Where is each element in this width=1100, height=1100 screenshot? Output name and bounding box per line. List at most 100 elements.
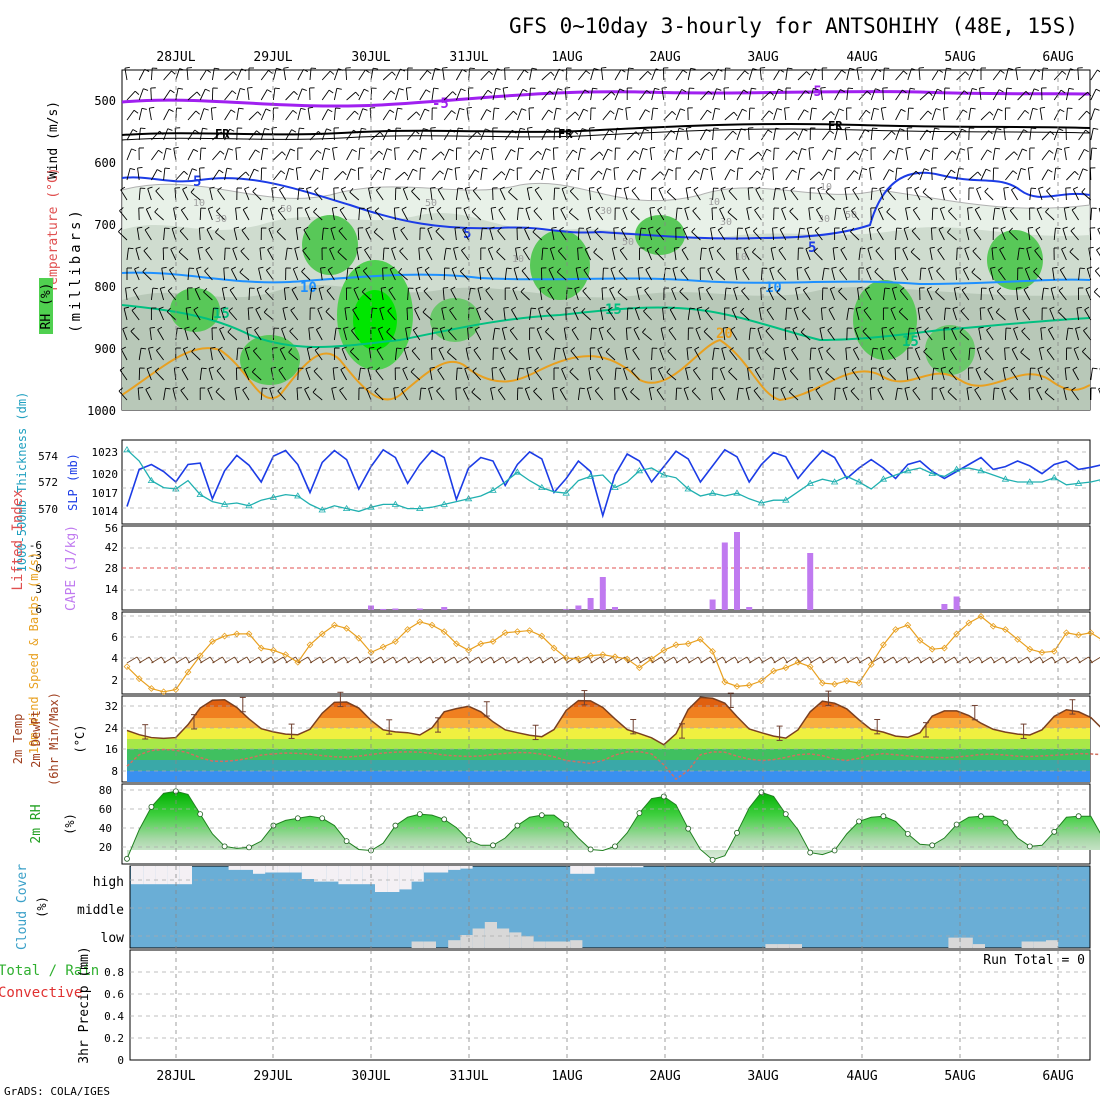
wind-barb <box>1097 229 1100 235</box>
wind-barb-flag <box>379 306 385 309</box>
wind-barb <box>577 388 581 401</box>
wind-barb <box>598 328 604 341</box>
wind-barb-flag <box>154 367 160 372</box>
wind-barb-flag <box>740 128 746 131</box>
wind-barb-flag <box>215 387 220 392</box>
thickness-marker <box>196 490 204 497</box>
wind-barb <box>187 268 190 281</box>
wind-barb-flag <box>683 226 689 230</box>
wind-barb <box>898 311 909 321</box>
wind-barb <box>496 251 506 261</box>
wind-barb-flag <box>376 186 381 191</box>
wind-barb-flag <box>636 286 642 289</box>
wind-barb-flag <box>293 91 298 96</box>
wind-barb-flag <box>450 286 456 290</box>
rh-moist-blob <box>170 288 220 332</box>
wind-barb <box>571 329 579 341</box>
wind-barb-flag <box>539 286 545 289</box>
wind-barb <box>807 388 811 401</box>
wind-barb <box>590 88 593 101</box>
wind-barb-10m <box>773 656 784 664</box>
wind-barb-flag <box>314 346 320 351</box>
wind-barb-flag <box>680 267 686 271</box>
contour-label: 30 <box>818 214 830 225</box>
wind-barb <box>346 149 353 161</box>
wind-barb-flag <box>218 169 224 174</box>
wind-barb-flag <box>1057 307 1062 312</box>
wind-barb-flag <box>582 287 587 292</box>
wind-barb-flag <box>1048 150 1054 154</box>
wind-barb-flag <box>339 386 344 391</box>
wind-barb <box>541 248 544 261</box>
wind-barb <box>511 309 518 321</box>
wind-barb-flag <box>137 226 143 229</box>
wind-barb <box>146 368 152 381</box>
wind-barb-flag <box>1095 88 1100 92</box>
wind-barb-flag <box>951 326 957 330</box>
wind-barb <box>402 188 409 201</box>
wind-barb <box>516 128 521 141</box>
wind-barb <box>834 208 837 221</box>
wind-barb-flag <box>205 246 211 251</box>
wind-barb-flag <box>1006 87 1012 90</box>
wind-barb-flag <box>753 387 759 391</box>
wind-barb-flag <box>818 346 824 350</box>
rh-marker <box>538 812 545 819</box>
wind-barb <box>196 268 201 281</box>
wind-barb-flag <box>838 108 844 112</box>
wind-barb-flag <box>202 127 208 130</box>
wind-barb <box>349 351 360 361</box>
wind-barb-flag <box>461 69 467 73</box>
wind-barb-flag <box>459 107 465 111</box>
wind-barb-flag <box>508 347 513 352</box>
wind-barb-10m <box>748 656 760 664</box>
wind-barb <box>244 348 250 361</box>
wind-barb <box>919 91 930 101</box>
wind-barb-flag <box>1052 266 1058 269</box>
wind-barb-flag <box>913 366 919 370</box>
wind-barb-flag <box>196 266 202 270</box>
wind-barb <box>756 348 762 361</box>
wind-barb <box>869 388 872 401</box>
wind-barb-flag <box>301 88 307 92</box>
wind-barb-flag <box>1037 366 1043 370</box>
wind-barb <box>541 71 552 81</box>
wind-barb <box>720 188 726 201</box>
wind-barb <box>358 128 362 141</box>
wind-barb-flag <box>1040 106 1046 109</box>
wind-barb-flag <box>874 267 879 272</box>
wind-barb <box>918 68 921 81</box>
wind-barb <box>1037 368 1043 381</box>
wind-marker <box>379 643 387 651</box>
contour-label: 15 <box>213 306 230 322</box>
wind-barb-flag <box>482 227 488 230</box>
thickness-marker <box>147 476 156 483</box>
wind-barb-10m <box>883 656 894 664</box>
wind-barb-flag <box>463 386 469 390</box>
grid <box>122 789 1090 848</box>
wind-barb <box>1066 171 1076 181</box>
wind-barb <box>185 308 189 321</box>
wind-barb <box>590 68 595 81</box>
wind-barb <box>880 348 884 361</box>
wind-barb-flag <box>268 70 273 74</box>
wind-barb-flag <box>726 287 732 290</box>
wind-tick: 8 <box>111 610 118 623</box>
wind-barb-flag <box>239 268 244 273</box>
wind-barb-flag <box>469 67 475 70</box>
wind-barb <box>556 271 567 281</box>
wind-barb <box>187 91 198 101</box>
rh-marker <box>953 821 960 828</box>
wind-barb <box>1001 388 1006 401</box>
wind-barb <box>929 248 933 261</box>
wind-barb <box>858 248 861 261</box>
wind-barb-flag <box>459 267 465 272</box>
wind-barb-10m <box>578 656 589 664</box>
wind-barb <box>960 310 970 321</box>
wind-barb <box>602 129 610 141</box>
wind-barb <box>657 209 665 221</box>
wind-barb-flag <box>203 108 209 111</box>
wind-barb <box>463 208 470 221</box>
wind-barb-10m <box>980 656 992 664</box>
wind-barb-flag <box>1008 67 1014 71</box>
